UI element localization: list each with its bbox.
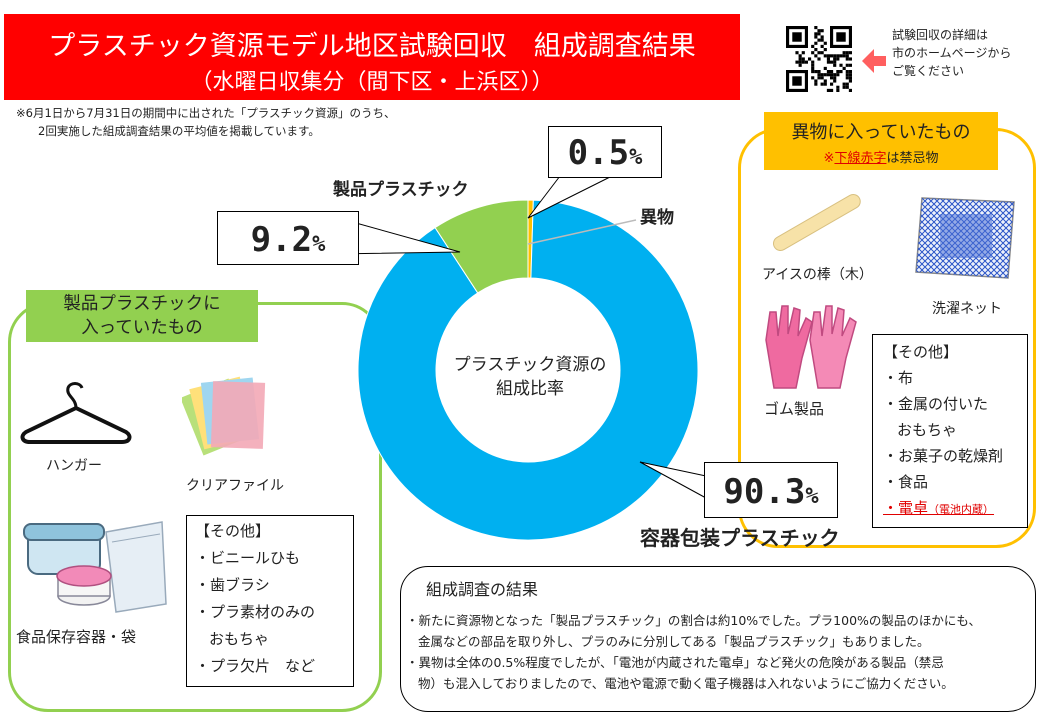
title-banner: プラスチック資源モデル地区試験回収 組成調査結果 （水曜日収集分（間下区・上浜区… bbox=[4, 14, 740, 100]
results-text: ・新たに資源物となった「製品プラスチック」の割合は約10%でした。プラ100%の… bbox=[406, 610, 1030, 694]
list-item: ・ビニールひも bbox=[195, 549, 301, 567]
ice-stick-icon bbox=[772, 194, 861, 251]
category-label-yoki: 容器包装プラスチック bbox=[640, 526, 840, 550]
list-item: ・お菓子の乾燥剤 bbox=[883, 447, 1004, 465]
food-container-icon bbox=[23, 521, 167, 613]
item-label-hanger: ハンガー bbox=[46, 458, 102, 474]
hanger-icon bbox=[20, 382, 132, 444]
rubber-glove-icon bbox=[765, 305, 857, 389]
results-line: 金属などの部品を取り外し、プラのみに分別してある「製品プラスチック」もありました… bbox=[418, 634, 930, 649]
donut-slice-1 bbox=[357, 199, 699, 541]
survey-note-line: 2回実施した組成調査結果の平均値を掲載しています。 bbox=[38, 124, 320, 138]
item-label-rubber: ゴム製品 bbox=[764, 400, 825, 418]
product-plastic-other-list: 【その他】 ・ビニールひも ・歯ブラシ ・プラ素材のみの おもちゃ ・プラ欠片 … bbox=[186, 515, 354, 687]
results-line: 物）も混入しておりましたので、電池や電源で動く電子機器は入れないようにご協力くだ… bbox=[418, 676, 954, 691]
item-label-laundry-net: 洗濯ネット bbox=[932, 301, 1002, 317]
list-item: ・プラ素材のみの bbox=[195, 603, 316, 621]
callout-pointer-yoki bbox=[639, 461, 707, 499]
panel-title: 異物に入っていたもの bbox=[791, 122, 971, 143]
clear-file-icon bbox=[182, 376, 266, 456]
qr-caption-line: 試験回収の詳細は bbox=[892, 28, 989, 42]
list-item: ・金属の付いた bbox=[883, 395, 989, 413]
list-item: ・食品 bbox=[883, 473, 929, 491]
percent-value: 0.5 bbox=[567, 133, 630, 173]
results-line: ・異物は全体の0.5%程度でしたが、「電池が内蔵された電卓」など発火の危険がある… bbox=[406, 655, 944, 670]
list-item-prohibited: ・電卓（電池内蔵） bbox=[883, 495, 1027, 523]
panel-title-line: 製品プラスチックに bbox=[63, 294, 221, 314]
leader-line-ibutsu bbox=[527, 219, 637, 245]
qr-caption: 試験回収の詳細は 市のホームページから ご覧ください bbox=[892, 26, 1011, 80]
qr-caption-line: ご覧ください bbox=[892, 64, 965, 78]
qr-code-icon[interactable] bbox=[786, 26, 852, 92]
percent-unit: % bbox=[312, 232, 326, 257]
page-subtitle: （水曜日収集分（間下区・上浜区）） bbox=[190, 70, 554, 95]
donut-slice-2 bbox=[434, 199, 529, 294]
note-red-text: 下線赤字 bbox=[834, 151, 887, 166]
panel-title-line: 入っていたもの bbox=[81, 318, 203, 338]
page-title: プラスチック資源モデル地区試験回収 組成調査結果 bbox=[48, 31, 696, 62]
center-label-line: プラスチック資源の bbox=[453, 355, 607, 375]
percent-label-yoki: 90.3% bbox=[704, 462, 838, 518]
item-label-food-container: 食品保存容器・袋 bbox=[16, 628, 137, 646]
percent-unit: % bbox=[629, 145, 643, 170]
percent-value: 90.3 bbox=[723, 472, 806, 512]
percent-value: 9.2 bbox=[250, 220, 313, 260]
center-label-line: 組成比率 bbox=[496, 379, 564, 399]
list-item: ・歯ブラシ bbox=[195, 576, 270, 594]
list-item: ・プラ欠片 など bbox=[195, 657, 316, 675]
foreign-matter-panel-title: 異物に入っていたもの ※下線赤字は禁忌物 bbox=[764, 112, 998, 170]
arrow-left-icon bbox=[862, 49, 886, 73]
item-label-ice-stick: アイスの棒（木） bbox=[762, 267, 873, 283]
item-label-clear-file: クリアファイル bbox=[186, 478, 284, 494]
list-item: おもちゃ bbox=[209, 630, 270, 648]
prohibited-item: ・電卓 bbox=[883, 499, 929, 517]
list-item: おもちゃ bbox=[897, 421, 958, 439]
donut-center-label: プラスチック資源の 組成比率 bbox=[430, 353, 630, 401]
percent-label-seihin: 9.2% bbox=[217, 211, 359, 265]
results-title: 組成調査の結果 bbox=[426, 580, 539, 599]
other-list-title: 【その他】 bbox=[195, 522, 271, 540]
foreign-matter-other-list: 【その他】 ・布 ・金属の付いた おもちゃ ・お菓子の乾燥剤 ・食品 ・電卓（電… bbox=[872, 334, 1028, 528]
laundry-net-icon bbox=[915, 197, 1015, 279]
callout-pointer-ibutsu bbox=[527, 175, 613, 219]
results-panel bbox=[400, 566, 1036, 712]
list-item: ・布 bbox=[883, 369, 914, 387]
other-list-title: 【その他】 bbox=[883, 343, 959, 361]
note-prefix: ※ bbox=[823, 151, 835, 166]
qr-caption-line: 市のホームページから bbox=[892, 46, 1012, 60]
prohibited-item-note: （電池内蔵） bbox=[928, 503, 995, 516]
survey-note-line: ※6月1日から7月31日の期間中に出された「プラスチック資源」のうち、 bbox=[16, 106, 396, 120]
results-line: ・新たに資源物となった「製品プラスチック」の割合は約10%でした。プラ100%の… bbox=[406, 613, 982, 628]
product-plastic-panel-title: 製品プラスチックに 入っていたもの bbox=[26, 290, 258, 342]
percent-unit: % bbox=[805, 484, 819, 509]
callout-pointer-seihin bbox=[329, 217, 461, 255]
note-suffix: は禁忌物 bbox=[886, 151, 939, 166]
category-label-ibutsu: 異物 bbox=[640, 208, 674, 228]
prohibited-note: ※下線赤字は禁忌物 bbox=[764, 147, 998, 166]
category-label-seihin: 製品プラスチック bbox=[333, 180, 469, 200]
survey-note: ※6月1日から7月31日の期間中に出された「プラスチック資源」のうち、 2回実施… bbox=[16, 104, 396, 140]
percent-label-ibutsu: 0.5% bbox=[548, 126, 662, 178]
donut-chart bbox=[357, 199, 699, 541]
